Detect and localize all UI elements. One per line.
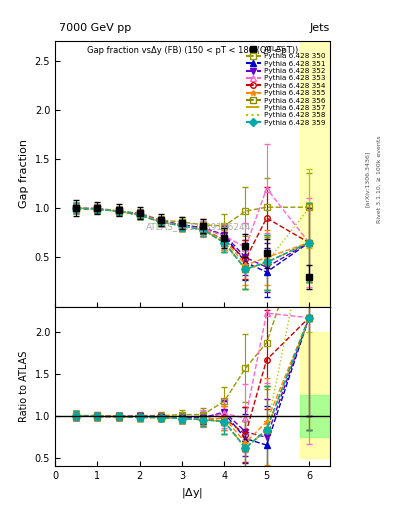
Bar (301, 395, 330, 437)
Y-axis label: Gap fraction: Gap fraction (19, 139, 29, 208)
X-axis label: |$\Delta$y|: |$\Delta$y| (182, 486, 204, 500)
Bar (301, 41, 330, 307)
Y-axis label: Ratio to ATLAS: Ratio to ATLAS (19, 351, 29, 422)
Text: Gap fraction vsΔy (FB) (150 < pT < 180 (Q0 =̅pT̅)): Gap fraction vsΔy (FB) (150 < pT < 180 (… (87, 46, 298, 55)
Text: Jets: Jets (310, 23, 330, 33)
Text: Rivet 3.1.10, ≥ 100k events: Rivet 3.1.10, ≥ 100k events (377, 135, 382, 223)
Text: ATLAS_2011_S9126244: ATLAS_2011_S9126244 (145, 222, 251, 231)
Text: [arXiv:1306.3436]: [arXiv:1306.3436] (365, 151, 370, 207)
Bar (301, 332, 330, 458)
Legend: ATLAS, Pythia 6.428 350, Pythia 6.428 351, Pythia 6.428 352, Pythia 6.428 353, P: ATLAS, Pythia 6.428 350, Pythia 6.428 35… (245, 45, 327, 127)
Text: 7000 GeV pp: 7000 GeV pp (59, 23, 131, 33)
